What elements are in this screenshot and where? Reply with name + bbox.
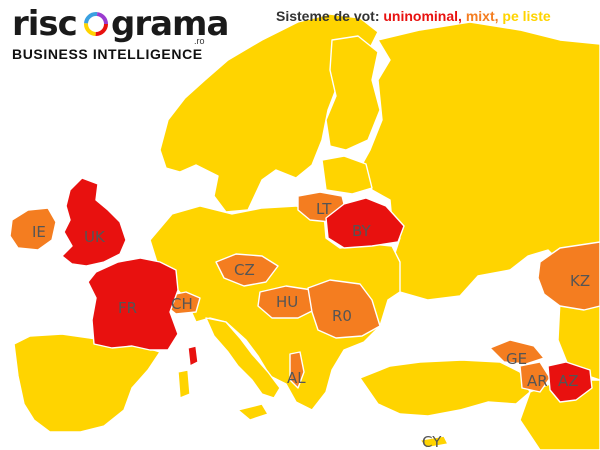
label-cy: CY <box>422 433 442 450</box>
country-azerbaijan[interactable] <box>547 361 593 403</box>
iberia-region <box>13 333 161 433</box>
label-by: BY <box>352 222 371 240</box>
sicily-region <box>237 403 269 421</box>
country-georgia[interactable] <box>489 339 545 365</box>
legend-separator-1: , <box>458 8 462 24</box>
country-corsica[interactable] <box>187 345 199 367</box>
label-kz: KZ <box>570 272 590 290</box>
finland-region <box>325 35 381 151</box>
sardinia-region <box>177 369 191 399</box>
country-belarus[interactable] <box>325 197 405 249</box>
country-kazakhstan[interactable] <box>537 241 600 311</box>
label-ch: CH <box>171 295 193 313</box>
country-romania[interactable] <box>307 279 381 339</box>
country-ireland[interactable] <box>9 207 57 251</box>
legend-item-mixt: mixt <box>465 8 495 24</box>
cyprus-region <box>419 435 449 449</box>
turkey-region <box>359 359 531 417</box>
country-labels: IE UK FR CH CZ HU R0 LT BY KZ GE AR AZ A… <box>32 200 590 450</box>
legend-separator-2: , <box>494 8 499 24</box>
label-ge: GE <box>506 350 527 368</box>
logo-tagline: BUSINESS INTELLIGENCE <box>12 46 203 62</box>
label-al: AL <box>287 369 306 387</box>
logo-domain-suffix: .ro <box>194 36 205 46</box>
country-czechia[interactable] <box>215 253 279 287</box>
legend-prefix: Sisteme de vot: <box>276 8 380 24</box>
scandinavia-region <box>159 13 379 213</box>
country-armenia[interactable] <box>519 361 551 393</box>
russia-region <box>359 21 600 301</box>
baltic-region <box>321 155 373 195</box>
legend-item-pe-liste: pe liste <box>502 8 551 24</box>
label-ie: IE <box>32 223 46 241</box>
label-hu: HU <box>276 293 298 311</box>
country-albania[interactable] <box>289 351 305 389</box>
uninominal-countries <box>61 177 593 403</box>
base-landmass <box>13 13 600 450</box>
italy-region <box>205 317 281 399</box>
label-lt: LT <box>316 200 332 218</box>
country-united-kingdom[interactable] <box>61 177 127 267</box>
label-ro: R0 <box>332 307 352 325</box>
voting-system-legend: Sisteme de vot: uninominal, mixt, pe lis… <box>276 8 551 24</box>
label-cz: CZ <box>234 261 255 279</box>
logo-word-right: grama <box>111 4 229 44</box>
label-uk: UK <box>84 228 106 246</box>
label-ar: AR <box>527 372 548 390</box>
legend-item-uninominal: uninominal <box>383 8 459 24</box>
country-france[interactable] <box>87 257 179 351</box>
label-az: AZ <box>558 372 579 390</box>
country-hungary[interactable] <box>257 285 319 319</box>
logo-ring-icon <box>84 12 108 36</box>
logo-word-left: risc <box>12 4 78 44</box>
label-fr: FR <box>118 299 137 317</box>
riscograma-logo: risc grama .ro BUSINESS INTELLIGENCE <box>12 4 229 66</box>
mixt-countries <box>9 191 600 393</box>
